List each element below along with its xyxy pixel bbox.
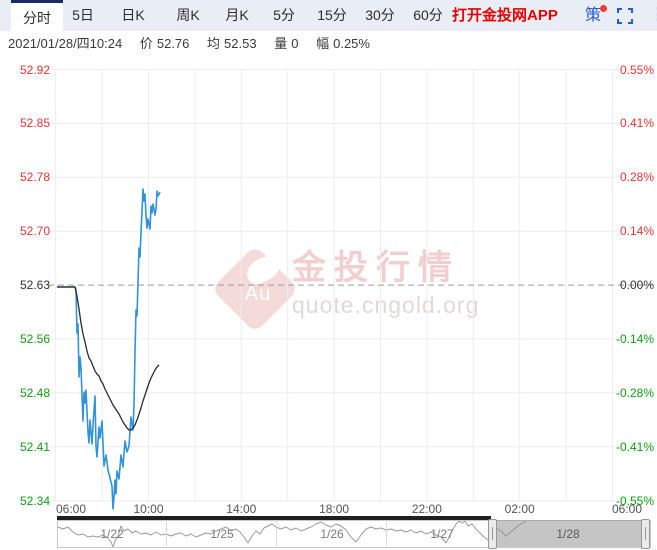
navigator-sparkline (57, 520, 527, 548)
tab-60分[interactable]: 60分 (413, 7, 443, 23)
y-axis-label-left: 52.70 (19, 224, 50, 239)
y-axis-label-right: 0.41% (619, 116, 654, 131)
y-axis-label-left: 52.92 (19, 62, 50, 77)
x-axis-label: 10:00 (133, 502, 164, 516)
open-app-link[interactable]: 打开金投网APP (452, 7, 558, 24)
fullscreen-icon[interactable] (617, 8, 633, 24)
series-average (57, 286, 160, 431)
price-label: 价 (139, 36, 153, 51)
x-axis-label: 02:00 (504, 502, 535, 516)
period-tabbar: 打开金投网APP 策 ⋮ 分时 5日 日K 周K 月K 5分 15分 30分 60分 (0, 0, 657, 36)
red-dot-badge (600, 5, 608, 12)
navigator-selected-range[interactable] (494, 520, 644, 547)
navigator-left-handle[interactable] (488, 519, 497, 549)
navigator-divider (386, 520, 387, 546)
watermark-logo-text: Au (244, 283, 272, 305)
y-axis-label-right: -0.41% (615, 439, 654, 454)
tab-月K[interactable]: 月K (225, 7, 249, 23)
y-axis-label-left: 52.34 (19, 493, 50, 508)
y-axis-label-left: 52.41 (19, 439, 50, 454)
tab-5日[interactable]: 5日 (72, 7, 94, 23)
navigator-date-label: 1/25 (210, 527, 234, 541)
kebab-menu-icon[interactable]: ⋮ (649, 4, 657, 28)
volume-label: 量 (274, 36, 288, 51)
navigator-date-label: 1/28 (556, 527, 580, 541)
series-price (57, 188, 161, 510)
y-axis-label-left: 52.85 (19, 116, 50, 131)
y-axis-label-left: 52.56 (19, 332, 50, 346)
watermark-url-text: quote.cngold.org (292, 292, 480, 318)
change-label: 幅 (316, 36, 330, 51)
tab-分时[interactable]: 分时 (11, 0, 63, 36)
tab-5分[interactable]: 5分 (273, 7, 295, 23)
navigator-divider (166, 520, 167, 546)
navigator-date-label: 1/26 (320, 527, 344, 541)
x-axis-label: 06:00 (55, 502, 87, 516)
tab-15分[interactable]: 15分 (317, 7, 347, 23)
strategy-label: 策 (585, 7, 602, 24)
navigator-divider (276, 520, 277, 546)
y-axis-label-right: 0.28% (619, 170, 654, 185)
y-axis-label-left: 52.63 (19, 278, 50, 293)
watermark-brand-text: 金投行情 (292, 249, 460, 287)
y-axis-label-right: 0.14% (619, 224, 654, 239)
y-axis-label-right: -0.14% (615, 332, 654, 346)
volume-value: 0 (291, 36, 299, 51)
price-value: 52.76 (156, 36, 190, 51)
x-axis-label: 06:00 (611, 502, 643, 516)
navigator-scroll-track[interactable] (57, 516, 491, 520)
x-axis-label: 22:00 (411, 502, 442, 516)
tab-日K[interactable]: 日K (121, 7, 145, 23)
y-axis-label-right: -0.28% (615, 385, 654, 400)
y-axis-label-left: 52.78 (19, 170, 50, 185)
navigator-right-handle[interactable] (641, 519, 650, 549)
x-axis-label: 14:00 (226, 502, 257, 516)
navigator-box[interactable] (57, 520, 651, 548)
navigator-date-label: 1/22 (100, 527, 124, 541)
tab-周K[interactable]: 周K (176, 7, 200, 23)
navigator-date-label: 1/27 (430, 527, 454, 541)
y-axis-label-right: -0.55% (615, 493, 654, 508)
strategy-button[interactable]: 策 (585, 0, 608, 31)
y-axis-label-right: 0.55% (619, 62, 654, 77)
change-value: 0.25% (333, 36, 370, 51)
tab-30分[interactable]: 30分 (365, 7, 395, 23)
y-axis-label-left: 52.48 (19, 385, 50, 400)
y-axis-label-right: 0.00% (619, 278, 654, 293)
x-axis-label: 18:00 (319, 502, 350, 516)
avg-value: 52.53 (224, 36, 257, 51)
quote-datetime: 2021/01/28/四10:24 (8, 36, 123, 51)
avg-label: 均 (207, 36, 221, 51)
